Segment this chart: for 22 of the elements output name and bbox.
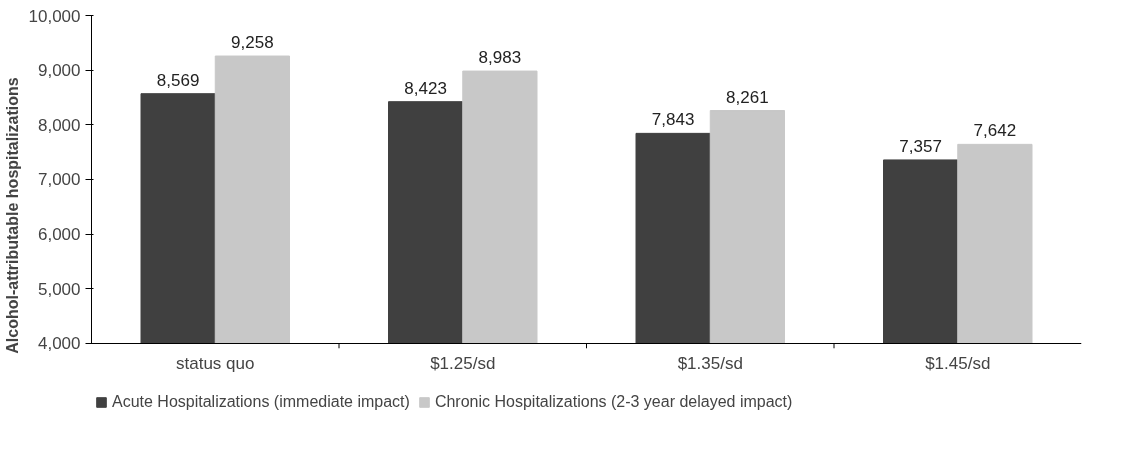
y-tick-label: 6,000 — [37, 225, 81, 245]
y-tick-label: 7,000 — [37, 170, 81, 190]
x-tick-label: $1.35/sd — [677, 354, 743, 374]
data-label: 8,983 — [478, 48, 522, 68]
data-label: 7,642 — [973, 121, 1017, 141]
x-tick-label: $1.25/sd — [430, 354, 496, 374]
data-label: 8,423 — [404, 78, 447, 98]
y-tick-label: 10,000 — [28, 6, 81, 26]
y-tick-label: 5,000 — [37, 279, 81, 299]
data-label: 9,258 — [231, 33, 274, 53]
x-tick-label: $1.45/sd — [925, 354, 991, 374]
data-label: 7,843 — [651, 110, 695, 130]
y-tick-label: 4,000 — [37, 334, 81, 354]
legend-label: Acute Hospitalizations (immediate impact) — [112, 393, 410, 411]
data-label: 8,261 — [726, 87, 769, 107]
y-axis-title: Alcohol-attributable hospitalizations — [3, 77, 21, 354]
data-label: 8,569 — [156, 70, 200, 90]
legend-label: Chronic Hospitalizations (2-3 year delayed impact) — [434, 393, 793, 411]
x-tick-label: status quo — [176, 354, 255, 374]
y-tick-label: 9,000 — [37, 61, 81, 81]
data-label: 7,357 — [899, 136, 942, 156]
y-tick-label: 8,000 — [37, 115, 81, 135]
